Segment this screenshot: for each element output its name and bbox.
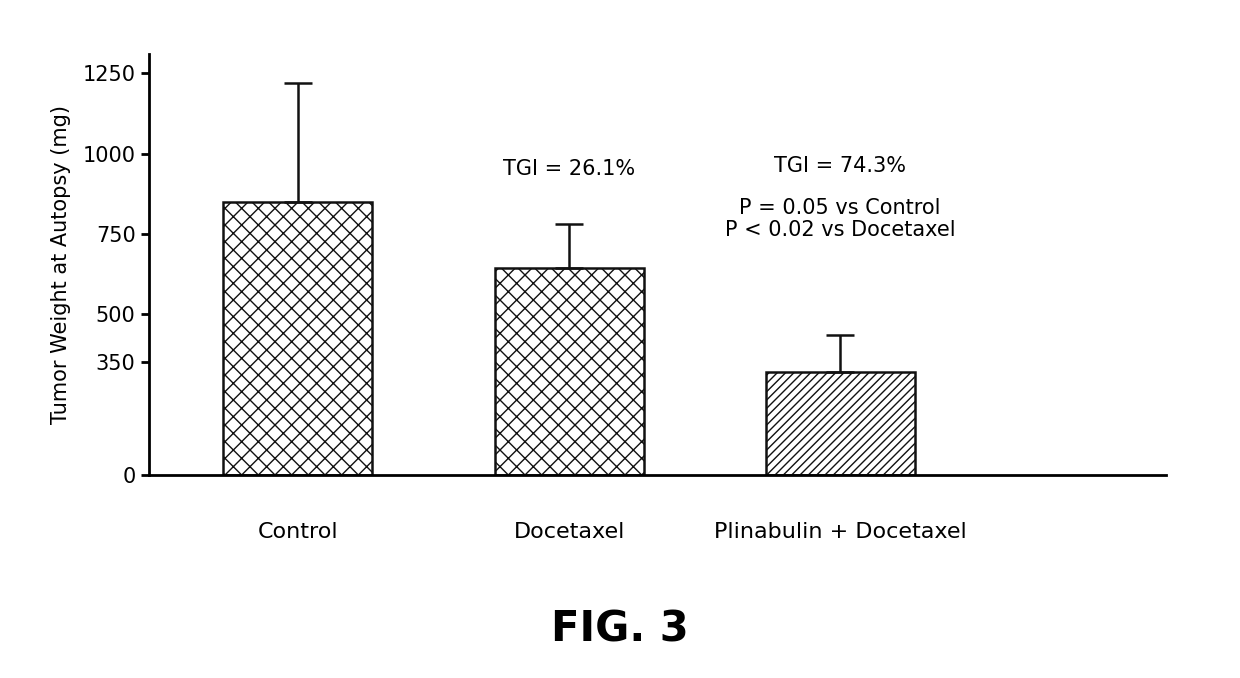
Text: TGI = 74.3%: TGI = 74.3% <box>774 156 906 176</box>
Y-axis label: Tumor Weight at Autopsy (mg): Tumor Weight at Autopsy (mg) <box>52 105 72 424</box>
Text: Control: Control <box>258 522 339 542</box>
Text: P < 0.02 vs Docetaxel: P < 0.02 vs Docetaxel <box>725 220 956 241</box>
Text: FIG. 3: FIG. 3 <box>551 609 689 651</box>
Text: Plinabulin + Docetaxel: Plinabulin + Docetaxel <box>714 522 967 542</box>
Text: Docetaxel: Docetaxel <box>513 522 625 542</box>
Bar <box>495 268 644 475</box>
Bar <box>765 372 915 475</box>
Text: TGI = 26.1%: TGI = 26.1% <box>503 159 635 180</box>
Bar <box>223 202 372 475</box>
Text: P = 0.05 vs Control: P = 0.05 vs Control <box>739 198 941 218</box>
